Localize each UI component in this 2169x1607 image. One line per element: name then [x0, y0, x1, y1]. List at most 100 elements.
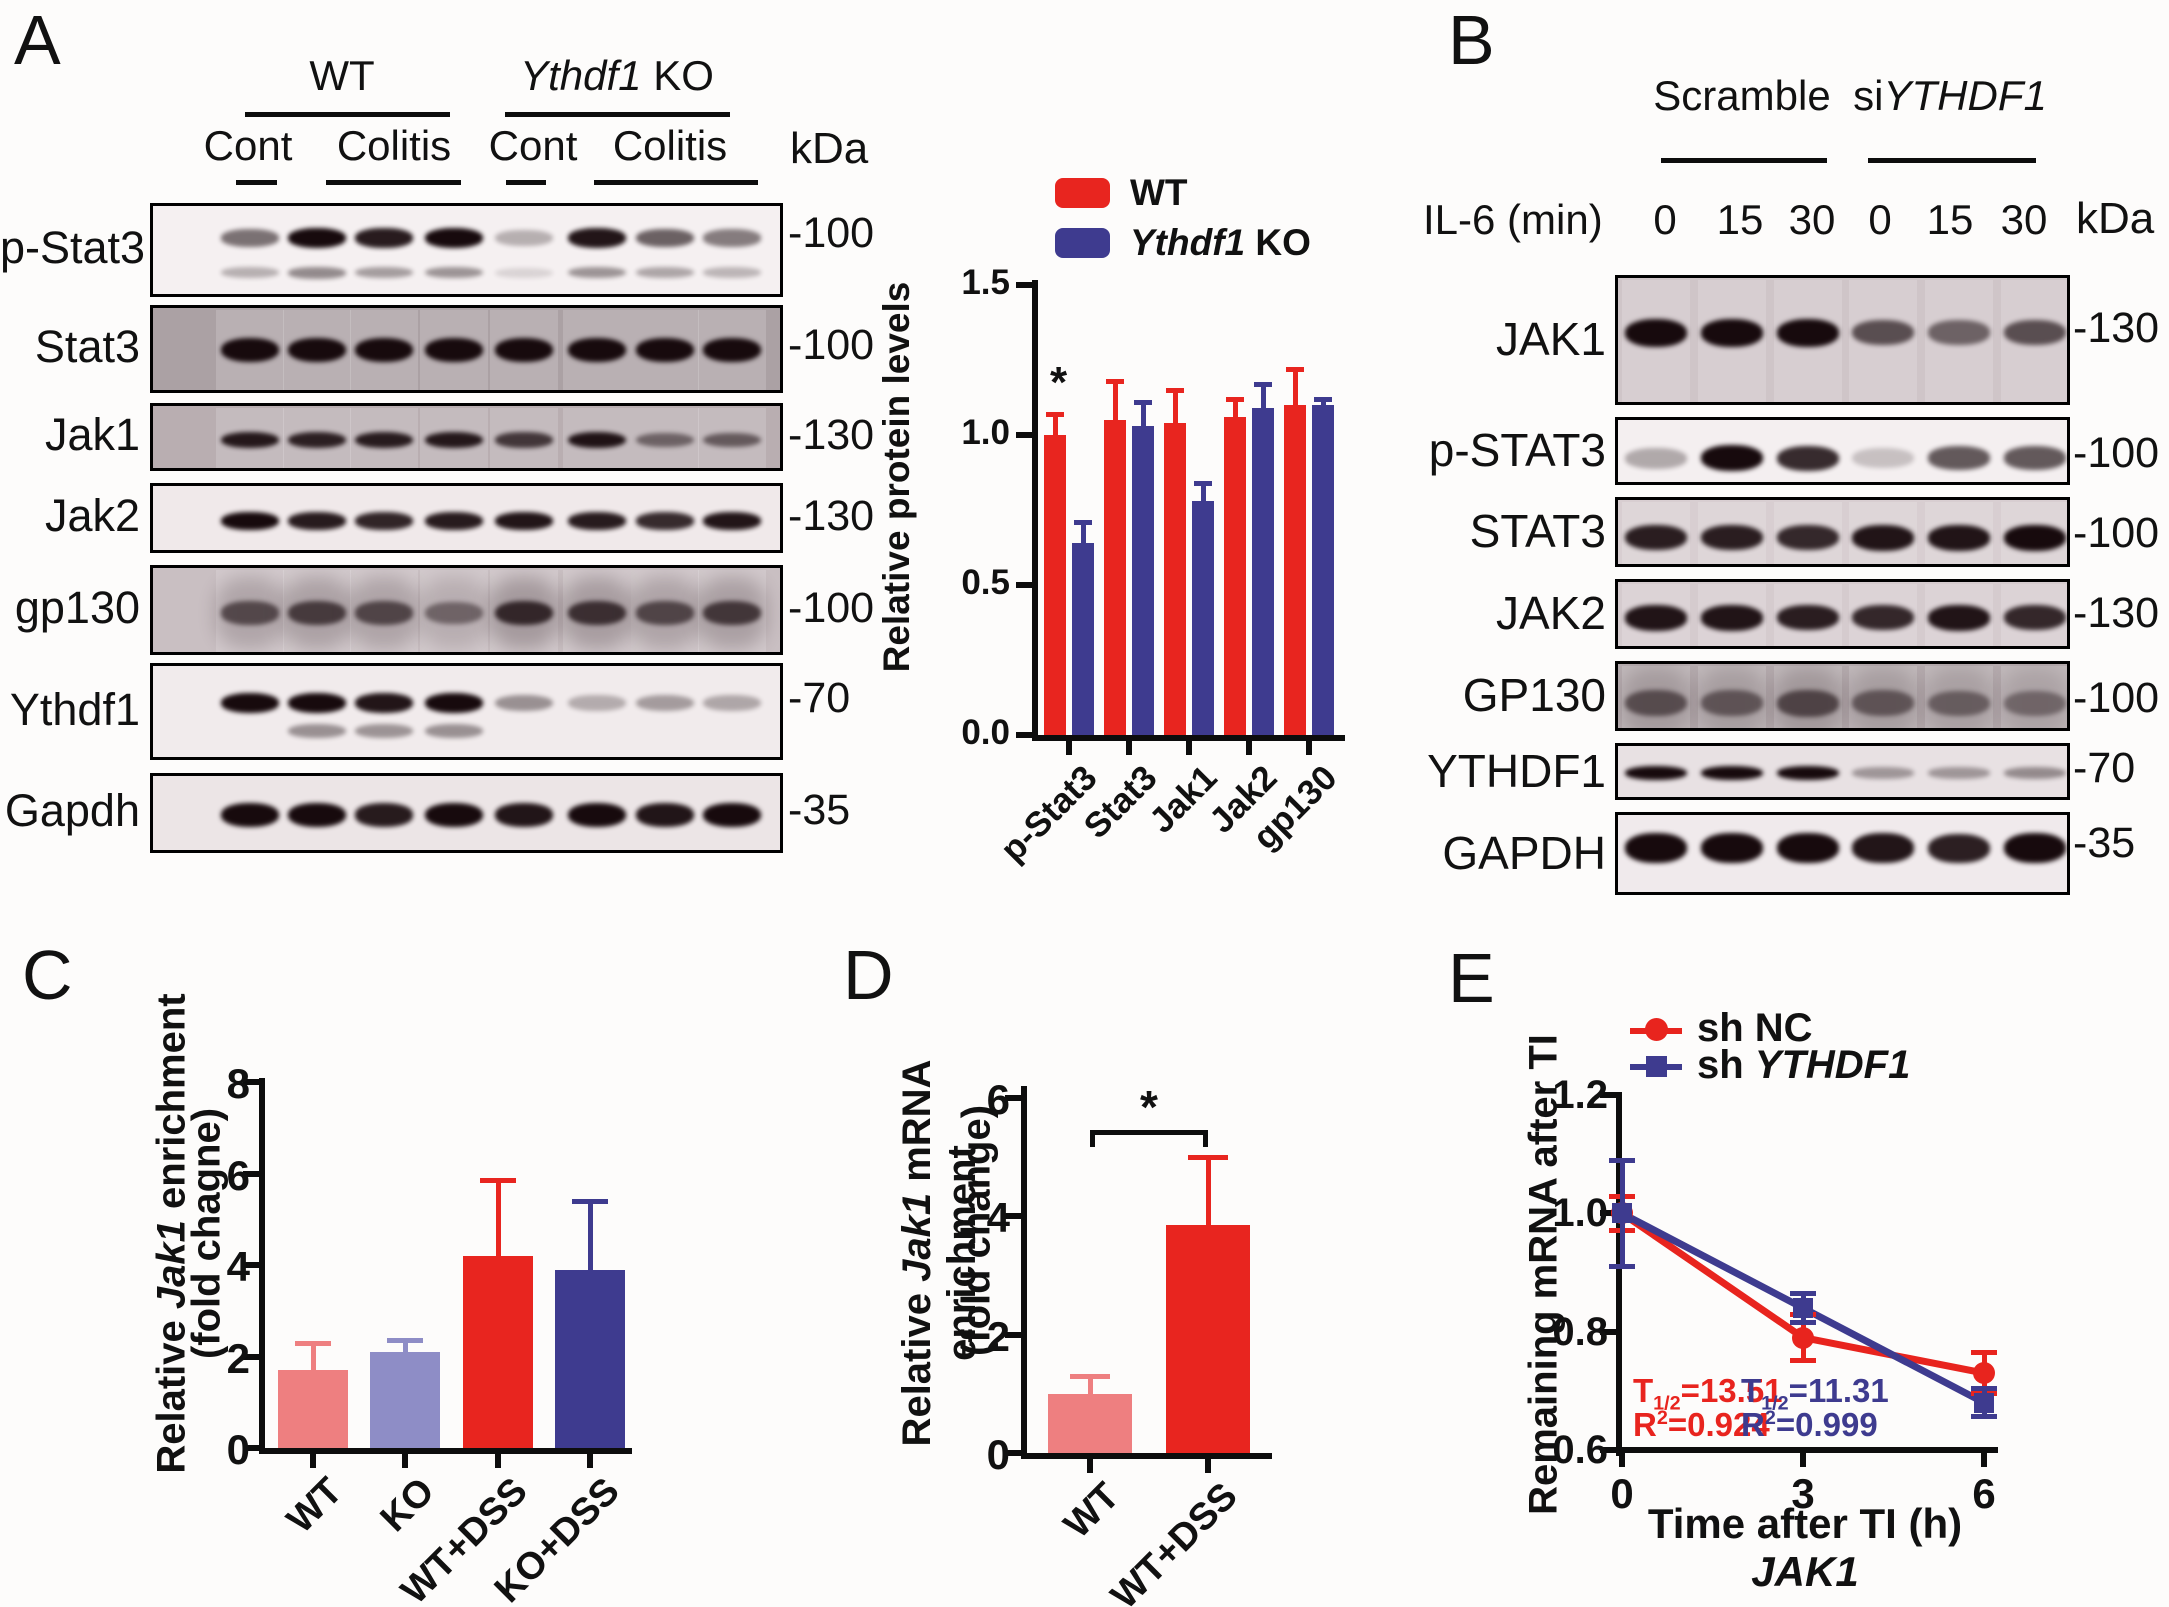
error-bar-cap [1790, 1291, 1816, 1297]
il6-time-label: 15 [1716, 196, 1764, 243]
x-tick [1087, 1459, 1093, 1473]
blot-box-jak1 [150, 403, 783, 471]
il6-time-label: 15 [1926, 196, 1974, 243]
y-tick [1005, 1331, 1021, 1338]
y-tick-label: 0.5 [961, 563, 1010, 602]
y-tick-label: 0 [986, 1431, 1010, 1478]
lane-underline [236, 180, 277, 185]
y-tick-label: 0 [226, 1426, 250, 1473]
protein-band [1777, 445, 1840, 471]
group-header-wt: WT [309, 52, 375, 99]
protein-band [425, 227, 484, 248]
protein-band-secondary [355, 724, 414, 738]
error-bar-cap [1609, 1158, 1635, 1164]
blot-box-gp130 [1615, 661, 2070, 731]
protein-band [425, 803, 484, 828]
kda-marker: -35 [2073, 819, 2136, 868]
protein-band-secondary [355, 267, 414, 279]
y-tick [1600, 1210, 1616, 1217]
y-tick [1600, 1447, 1616, 1453]
protein-band [494, 803, 553, 828]
kda-marker: -100 [2073, 429, 2160, 478]
x-axis [1021, 1453, 1272, 1459]
group-header-ythdf1-ko: Ythdf1 KO [520, 52, 714, 99]
bar [1104, 420, 1126, 735]
kda-title-a: kDa [790, 124, 869, 173]
error-bar-cap [1070, 1374, 1110, 1380]
y-tick [243, 1353, 259, 1360]
kda-marker: -100 [788, 584, 875, 632]
protein-band [636, 432, 695, 448]
bar [463, 1255, 533, 1448]
protein-band [1625, 765, 1688, 780]
protein-band [220, 803, 279, 828]
protein-band-secondary [425, 723, 484, 738]
blot-row-label: YTHDF1 [1427, 744, 1606, 797]
protein-band [355, 228, 414, 248]
error-bar-cap [572, 1198, 608, 1204]
y-tick-label: 0.8 [1552, 1309, 1608, 1354]
lane-stripe [420, 570, 489, 652]
protein-band [494, 600, 553, 626]
data-point-circle [1792, 1326, 1814, 1349]
protein-band [636, 338, 695, 363]
annotation-thalf-shythdf1: T1/2=11.31 [1741, 1372, 1889, 1415]
chart-e-xlabel: Time after TI (h) [1647, 1500, 1963, 1547]
y-tick [243, 1445, 259, 1451]
protein-band-secondary [494, 267, 553, 278]
blot-row-label: Stat3 [34, 321, 140, 372]
error-bar-cap [1046, 412, 1064, 417]
group-underline [245, 112, 450, 117]
y-tick [243, 1170, 259, 1177]
y-tick [1005, 1213, 1021, 1220]
protein-band [703, 803, 762, 828]
y-tick-label: 1.2 [1552, 1072, 1608, 1117]
kda-marker: -100 [788, 208, 875, 257]
x-tick [1186, 741, 1192, 755]
x-tick [1306, 741, 1312, 755]
error-bar-cap [1971, 1385, 1997, 1391]
error-bar-cap [1106, 379, 1124, 384]
lane-header-colitis-2: Colitis [612, 122, 728, 169]
error-bar [1260, 384, 1266, 416]
bar [1284, 405, 1306, 735]
protein-band [287, 601, 346, 625]
protein-band [220, 431, 279, 449]
data-point-circle [1973, 1362, 1995, 1385]
error-bar-cap [1226, 397, 1244, 402]
panel-d-label: D [843, 936, 894, 1014]
kda-title-b: kDa [2076, 194, 2155, 243]
blot-row-label: Jak2 [44, 490, 140, 541]
protein-band [1701, 525, 1764, 551]
protein-band-secondary [287, 266, 346, 279]
protein-band [1851, 524, 1914, 551]
protein-band [1777, 833, 1840, 864]
y-tick [1600, 1091, 1616, 1098]
protein-band [494, 432, 553, 448]
data-point-square [1612, 1203, 1632, 1224]
y-tick-label: 1.0 [1552, 1191, 1608, 1236]
protein-band [355, 693, 414, 713]
protein-band [2003, 690, 2066, 716]
lane-header-colitis-1: Colitis [336, 122, 452, 169]
protein-band [1777, 605, 1840, 631]
protein-band [1701, 833, 1764, 864]
protein-band [1927, 320, 1990, 345]
blot-box-jak2 [1615, 579, 2070, 649]
x-axis [1032, 735, 1345, 741]
y-tick [1016, 732, 1032, 738]
protein-band [1625, 318, 1688, 347]
legend-label-shythdf1: sh YTHDF1 [1697, 1043, 1911, 1087]
lane-stripe [2000, 666, 2067, 728]
protein-band [220, 692, 279, 713]
protein-band [355, 803, 414, 827]
legend-swatch-wt [1055, 178, 1110, 208]
group-header-siythdf1: siYTHDF1 [1853, 72, 2047, 119]
blot-row-label: JAK2 [1496, 587, 1606, 639]
protein-band [1701, 690, 1764, 717]
kda-marker: -130 [788, 492, 875, 540]
error-bar [402, 1339, 408, 1360]
y-axis [1616, 1092, 1622, 1456]
protein-band [425, 338, 484, 363]
